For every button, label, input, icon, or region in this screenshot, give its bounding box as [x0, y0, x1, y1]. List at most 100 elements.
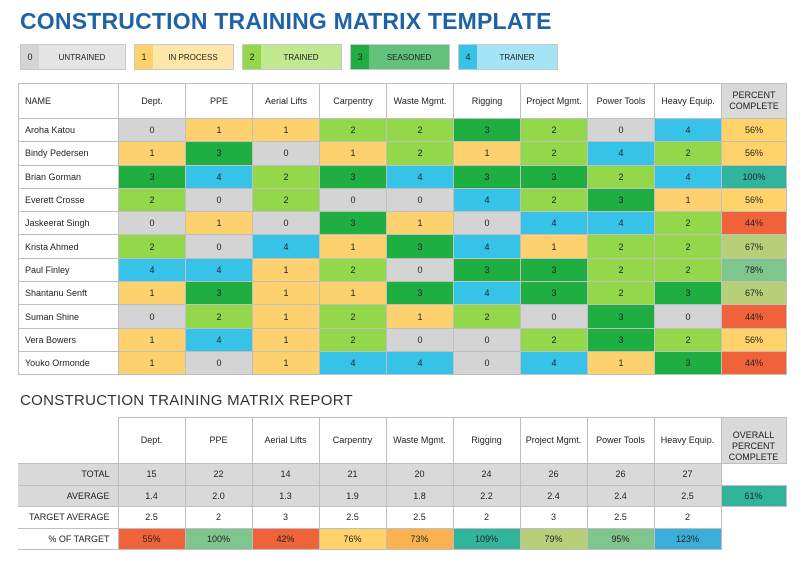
skill-level-cell: 4	[185, 257, 253, 283]
legend-num: 1	[135, 45, 153, 69]
report-value-cell: 2.5	[653, 484, 722, 507]
report-value-cell: 95%	[586, 527, 655, 550]
column-header: Power Tools	[587, 83, 655, 119]
report-value-cell: 14	[251, 463, 320, 486]
employee-name: Suman Shine	[18, 304, 119, 329]
employee-name: Vera Bowers	[18, 327, 119, 352]
legend-item-seasoned: 3 SEASONED	[350, 44, 450, 70]
skill-level-cell: 3	[587, 327, 655, 352]
report-value-cell: 76%	[318, 527, 387, 550]
report-table: Dept. PPE Aerial Lifts Carpentry Waste M…	[18, 417, 787, 550]
legend-label: TRAINED	[261, 45, 341, 69]
skill-level-cell: 2	[319, 327, 387, 352]
skill-level-cell: 0	[520, 304, 588, 329]
skill-level-cell: 3	[654, 281, 722, 306]
percent-complete-cell: 67%	[721, 281, 787, 306]
column-header: Aerial Lifts	[251, 417, 320, 464]
report-row-label: AVERAGE	[18, 484, 119, 507]
skill-level-cell: 1	[654, 187, 722, 213]
skill-level-cell: 1	[386, 304, 454, 329]
skill-level-cell: 4	[587, 141, 655, 166]
skill-level-cell: 4	[453, 187, 521, 213]
skill-level-cell: 4	[654, 117, 722, 143]
empty-cell	[721, 506, 786, 528]
matrix-row: Paul Finley 4 4 1 2 0 3 3 2 2 78%	[18, 257, 787, 283]
skill-level-cell: 1	[319, 234, 387, 259]
matrix-row: Vera Bowers 1 4 1 2 0 0 2 3 2 56%	[18, 327, 787, 352]
skill-level-cell: 0	[654, 304, 722, 329]
column-header: Power Tools	[586, 417, 655, 464]
skill-level-cell: 2	[252, 164, 320, 189]
report-value-cell: 15	[117, 463, 186, 486]
column-header: Heavy Equip.	[653, 417, 722, 464]
skill-level-cell: 0	[252, 141, 320, 166]
report-value-cell: 2.2	[452, 484, 521, 507]
skill-level-cell: 1	[118, 350, 186, 376]
skill-level-cell: 1	[319, 281, 387, 306]
column-header: Waste Mgmt.	[385, 417, 454, 464]
skill-level-cell: 2	[520, 187, 588, 213]
overall-percent-header: OVERALL PERCENT COMPLETE	[720, 417, 787, 464]
skill-level-cell: 0	[185, 234, 253, 259]
skill-level-cell: 1	[185, 117, 253, 143]
column-header: Rigging	[453, 83, 521, 119]
skill-level-cell: 2	[319, 304, 387, 329]
skill-level-cell: 2	[587, 164, 655, 189]
skill-level-cell: 0	[587, 117, 655, 143]
report-header-row: Dept. PPE Aerial Lifts Carpentry Waste M…	[18, 417, 787, 464]
skill-level-cell: 2	[587, 257, 655, 283]
skill-level-cell: 2	[319, 257, 387, 283]
legend-num: 3	[351, 45, 369, 69]
skill-level-cell: 2	[520, 117, 588, 143]
matrix-row: Aroha Katou 0 1 1 2 2 3 2 0 4 56%	[18, 117, 787, 143]
skill-level-cell: 3	[520, 281, 588, 306]
report-value-cell: 20	[385, 463, 454, 486]
column-header: Dept.	[118, 83, 186, 119]
report-row-label: TOTAL	[18, 463, 119, 486]
report-value-cell: 42%	[251, 527, 320, 550]
report-value-cell: 55%	[117, 527, 186, 550]
matrix-row: Everett Crosse 2 0 2 0 0 4 2 3 1 56%	[18, 187, 787, 213]
skill-level-cell: 3	[587, 187, 655, 213]
report-value-cell: 2.5	[318, 506, 387, 529]
skill-level-cell: 2	[587, 281, 655, 306]
legend-label: UNTRAINED	[39, 45, 125, 69]
skill-level-cell: 2	[386, 117, 454, 143]
report-value-cell: 2.4	[519, 484, 588, 507]
skill-level-cell: 1	[252, 327, 320, 352]
skill-level-cell: 2	[654, 211, 722, 236]
matrix-row: Bindy Pedersen 1 3 0 1 2 1 2 4 2 56%	[18, 141, 787, 166]
report-value-cell: 21	[318, 463, 387, 486]
skill-level-cell: 3	[118, 164, 186, 189]
percent-complete-cell: 44%	[721, 350, 787, 376]
skill-level-cell: 1	[252, 257, 320, 283]
skill-level-cell: 1	[185, 211, 253, 236]
skill-level-cell: 2	[252, 187, 320, 213]
report-value-cell: 22	[184, 463, 253, 486]
skill-level-cell: 4	[319, 350, 387, 376]
skill-level-cell: 3	[386, 234, 454, 259]
skill-level-cell: 0	[386, 327, 454, 352]
percent-complete-cell: 56%	[721, 327, 787, 352]
report-row: TOTAL 15 22 14 21 20 24 26 26 27	[18, 463, 786, 486]
column-header: PPE	[184, 417, 253, 464]
skill-level-cell: 2	[386, 141, 454, 166]
percent-complete-cell: 100%	[721, 164, 787, 189]
skill-level-cell: 4	[654, 164, 722, 189]
skill-level-cell: 2	[185, 304, 253, 329]
employee-name: Everett Crosse	[18, 187, 119, 213]
report-value-cell: 2.4	[586, 484, 655, 507]
employee-name: Youko Ormonde	[18, 350, 119, 376]
percent-complete-cell: 56%	[721, 187, 787, 213]
skill-level-cell: 2	[520, 141, 588, 166]
column-header: Waste Mgmt.	[386, 83, 454, 119]
report-value-cell: 26	[586, 463, 655, 486]
skill-level-cell: 3	[319, 211, 387, 236]
skill-level-cell: 1	[453, 141, 521, 166]
skill-level-cell: 3	[520, 257, 588, 283]
skill-level-cell: 4	[118, 257, 186, 283]
skill-level-cell: 2	[118, 187, 186, 213]
skill-level-cell: 3	[453, 164, 521, 189]
skill-level-cell: 1	[252, 117, 320, 143]
report-row: TARGET AVERAGE 2.5 2 3 2.5 2.5 2 3 2.5 2	[18, 506, 786, 529]
